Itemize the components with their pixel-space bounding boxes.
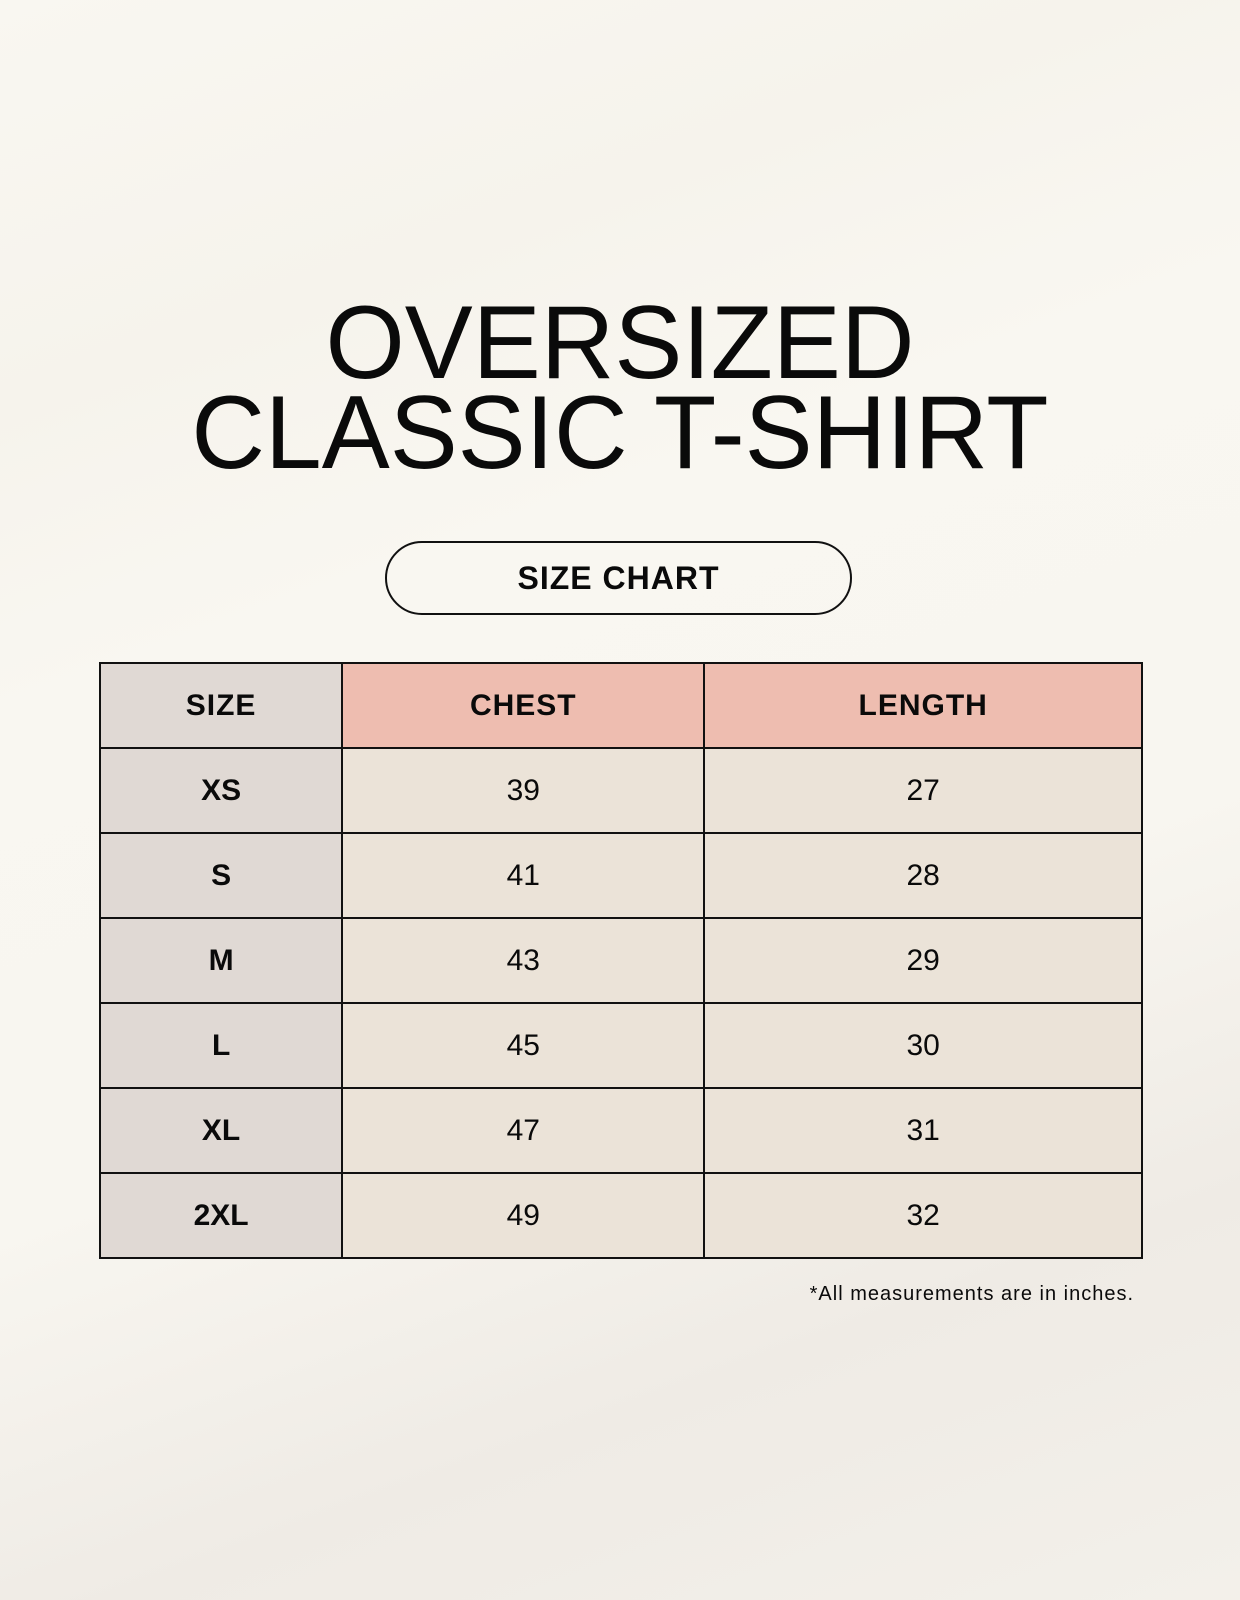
page-title: OVERSIZED CLASSIC T-SHIRT [12,285,1227,491]
cell-size: M [98,917,344,1004]
table-row: 2XL 49 32 [98,1172,1143,1259]
cell-size: 2XL [98,1172,344,1259]
cell-length: 31 [703,1087,1143,1174]
header-size: SIZE [98,662,344,749]
title-line-2: CLASSIC T-SHIRT [191,375,1049,491]
footnote: *All measurements are in inches. [809,1283,1134,1305]
title-line-1: OVERSIZED [325,285,915,401]
table-row: XS 39 27 [98,747,1143,834]
header-length: LENGTH [703,662,1143,749]
table-row: M 43 29 [98,917,1143,1004]
cell-chest: 49 [341,1172,706,1259]
size-chart-badge: SIZE CHART [385,541,852,615]
cell-chest: 45 [341,1002,706,1089]
table-header-row: SIZE CHEST LENGTH [98,662,1143,749]
cell-size: XS [98,747,344,834]
cell-length: 28 [703,832,1143,919]
cell-chest: 41 [341,832,706,919]
cell-length: 29 [703,917,1143,1004]
cell-chest: 39 [341,747,706,834]
cell-chest: 47 [341,1087,706,1174]
cell-length: 30 [703,1002,1143,1089]
cell-length: 27 [703,747,1143,834]
cell-size: S [98,832,344,919]
cell-size: XL [98,1087,344,1174]
cell-size: L [98,1002,344,1089]
table-row: XL 47 31 [98,1087,1143,1174]
size-table: SIZE CHEST LENGTH XS 39 27 S 41 28 M 43 29 L 45 30 X… [98,662,1143,1259]
cell-chest: 43 [341,917,706,1004]
table-row: L 45 30 [98,1002,1143,1089]
table-row: S 41 28 [98,832,1143,919]
cell-length: 32 [703,1172,1143,1259]
header-chest: CHEST [341,662,706,749]
